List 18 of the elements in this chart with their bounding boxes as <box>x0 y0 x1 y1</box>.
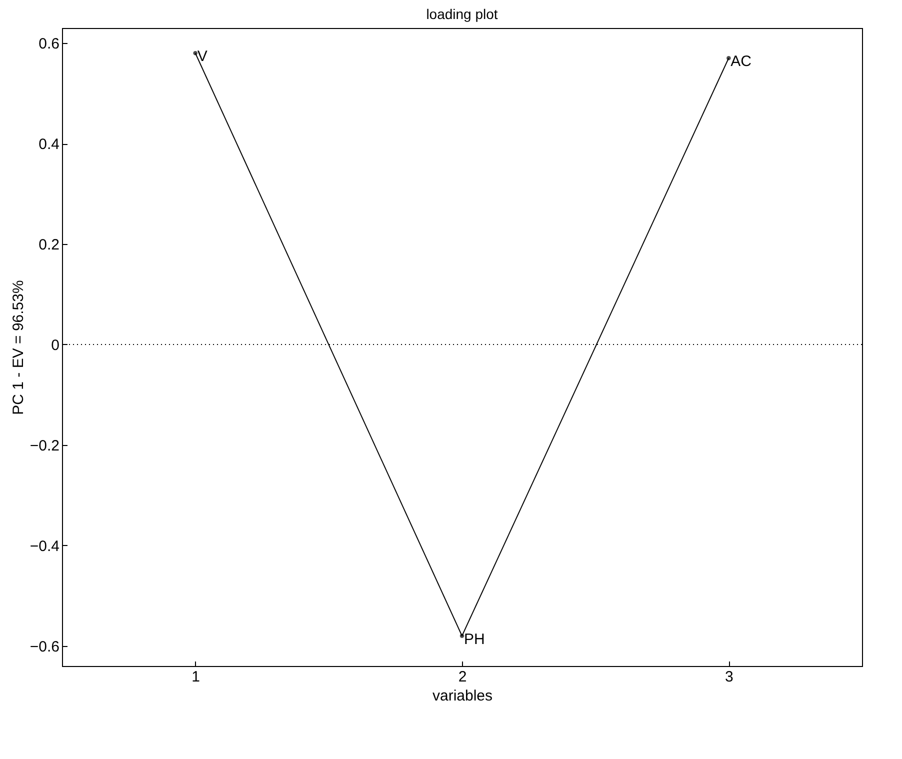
y-tick-label: 0.4 <box>38 136 60 154</box>
y-axis-title: PC 1 - EV = 96.53% <box>10 280 27 415</box>
y-tick-label: 0.2 <box>38 236 60 254</box>
y-tick-label: 0.6 <box>38 36 60 53</box>
chart-title: loading plot <box>426 6 498 22</box>
x-tick-label: 1 <box>192 668 200 686</box>
y-tick-label: −0.6 <box>30 638 60 656</box>
point <box>460 634 464 638</box>
y-tick-label: −0.2 <box>30 437 60 454</box>
annotation: V <box>197 48 208 66</box>
x-tick-label: 3 <box>724 668 734 686</box>
point <box>193 51 198 56</box>
y-tick-label: 0 <box>51 336 60 354</box>
y-tick-label: −0.4 <box>30 538 60 555</box>
annotation: AC <box>730 53 752 70</box>
x-tick-label: 2 <box>458 668 467 686</box>
x-axis-title: variables <box>432 688 493 704</box>
annotation: PH <box>464 630 485 648</box>
